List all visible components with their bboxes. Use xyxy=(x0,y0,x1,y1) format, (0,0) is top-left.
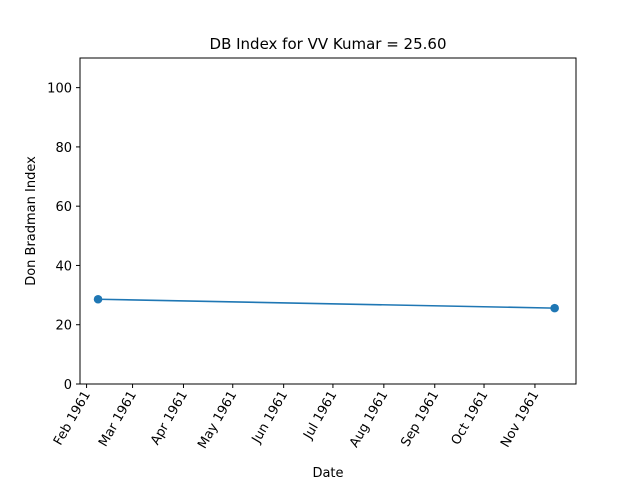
y-tick-label: 20 xyxy=(55,319,72,334)
y-tick-label: 40 xyxy=(55,259,72,274)
plot-area-frame xyxy=(79,57,577,385)
y-axis-label: Don Bradman Index xyxy=(24,156,39,286)
data-point xyxy=(93,294,103,304)
series-line xyxy=(98,298,555,309)
y-tick-label: 100 xyxy=(47,82,72,97)
y-tick-label: 60 xyxy=(55,200,72,215)
chart-title: DB Index for VV Kumar = 25.60 xyxy=(210,35,447,53)
y-tick-label: 80 xyxy=(55,141,72,156)
y-tick-label: 0 xyxy=(64,378,72,393)
data-point xyxy=(550,303,559,313)
y-axis: 0 20 40 60 80 100 xyxy=(47,82,80,393)
x-axis-label: Date xyxy=(312,466,343,480)
series-layer xyxy=(93,294,559,313)
